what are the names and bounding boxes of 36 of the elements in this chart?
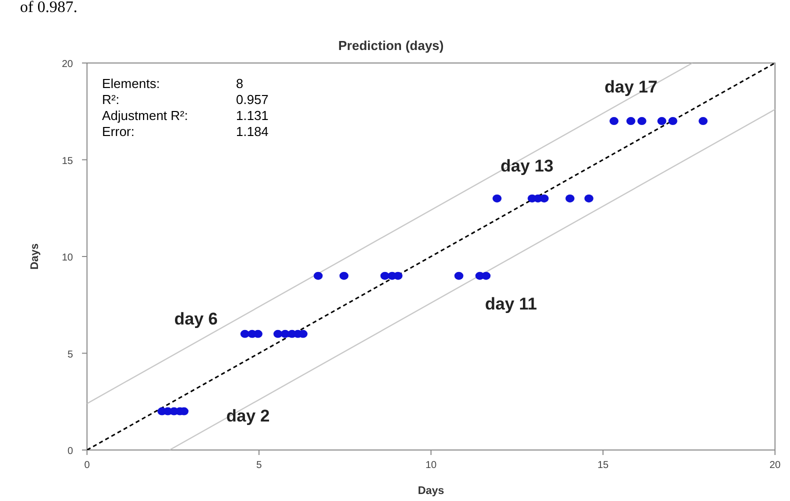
annotation: day 2 [226,406,270,426]
y-axis-title: Days [29,243,41,270]
x-tick-label: 0 [84,460,90,471]
text: Elements: 8 [102,76,244,91]
point [668,117,678,126]
point [482,272,491,280]
annotation: day 6 [174,309,218,328]
x-axis-title: Days [418,485,444,497]
point [584,194,594,202]
point [492,194,502,202]
annotation: day 17 [604,77,658,96]
point [698,117,708,126]
annotation: day 11 [485,294,537,314]
text: Error: 1.184 [102,124,269,139]
y-tick-label: 15 [62,156,74,167]
x-tick-label: 5 [256,460,262,471]
point [454,272,464,280]
text: Adjustment R²: 1.131 [102,108,269,123]
x-tick-label: 20 [769,460,781,471]
annotation: day 13 [500,156,554,176]
point [626,117,636,126]
chart-title: Prediction (days) [338,38,444,53]
text: R²: 0.957 [102,92,269,107]
x-tick-label: 15 [597,460,609,471]
point [565,194,574,202]
y-tick-label: 10 [62,252,74,264]
point [314,272,323,280]
point [610,117,619,126]
y-tick-label: 0 [67,446,74,457]
y-tick-label: 20 [62,59,74,70]
x-tick-label: 10 [425,460,437,471]
y-tick-label: 5 [67,349,74,360]
point [657,117,666,126]
text: of 0.987. [20,0,78,16]
point [637,117,646,126]
point [339,272,348,280]
